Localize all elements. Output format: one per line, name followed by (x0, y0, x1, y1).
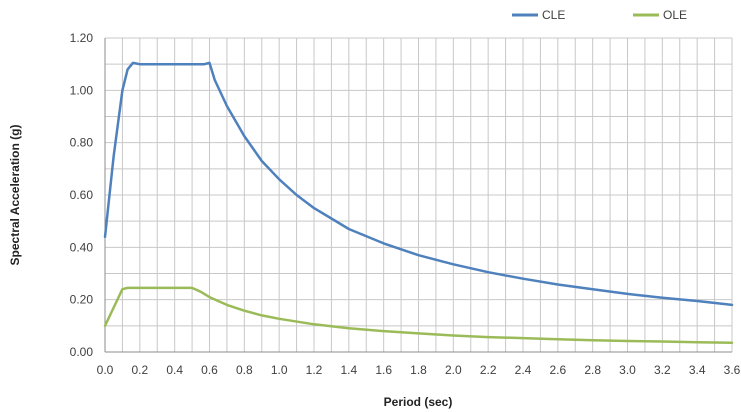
x-tick-label: 1.4 (340, 363, 357, 377)
x-tick-label: 2.4 (515, 363, 532, 377)
y-axis-title: Spectral Acceleration (g) (8, 125, 22, 266)
x-tick-label: 0.6 (201, 363, 218, 377)
series-layer (103, 61, 734, 345)
x-tick-label: 3.0 (619, 363, 636, 377)
x-tick-label: 2.0 (445, 363, 462, 377)
y-tick-label: 1.00 (70, 83, 94, 97)
grid (104, 37, 733, 353)
y-tick-label: 0.00 (70, 345, 94, 359)
x-tick-label: 3.6 (724, 363, 741, 377)
x-tick-label: 2.2 (480, 363, 497, 377)
x-tick-label: 1.0 (271, 363, 288, 377)
legend: CLE OLE (512, 8, 687, 22)
x-tick-label: 2.8 (584, 363, 601, 377)
x-tick-label: 0.8 (236, 363, 253, 377)
x-tick-label: 1.6 (375, 363, 392, 377)
y-axis-ticks: 0.00 0.20 0.40 0.60 0.80 1.00 1.20 (70, 31, 94, 359)
x-axis-ticks: 0.0 0.2 0.4 0.6 0.8 1.0 1.2 1.4 1.6 1.8 2.0 2.2 2.4 2… (97, 363, 741, 377)
legend-label-ole: OLE (663, 8, 687, 22)
y-tick-label: 1.20 (70, 31, 94, 45)
x-tick-label: 3.2 (654, 363, 671, 377)
series-line-ole (103, 286, 734, 345)
x-tick-label: 0.0 (97, 363, 114, 377)
y-tick-label: 0.80 (70, 136, 94, 150)
x-tick-label: 0.4 (166, 363, 183, 377)
x-tick-label: 2.6 (549, 363, 566, 377)
x-tick-label: 3.4 (689, 363, 706, 377)
y-tick-label: 0.20 (70, 293, 94, 307)
series-line-cle (103, 61, 734, 307)
x-tick-label: 1.2 (306, 363, 323, 377)
x-tick-label: 1.8 (410, 363, 427, 377)
y-tick-label: 0.40 (70, 240, 94, 254)
legend-label-cle: CLE (542, 8, 565, 22)
x-axis-title: Period (sec) (384, 395, 453, 409)
y-tick-label: 0.60 (70, 188, 94, 202)
x-tick-label: 0.2 (131, 363, 148, 377)
